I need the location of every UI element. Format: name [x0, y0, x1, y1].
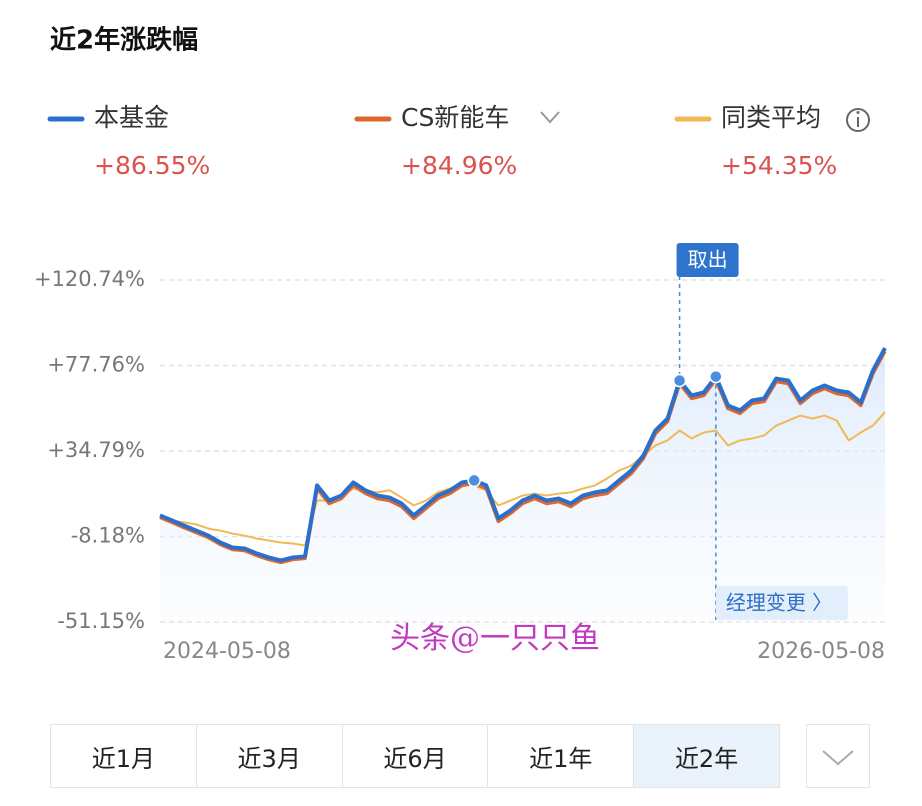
info-icon[interactable] — [846, 108, 870, 132]
y-tick-label: +120.74% — [34, 267, 145, 291]
event-dot — [672, 373, 687, 388]
more-button[interactable] — [806, 724, 870, 788]
range-button[interactable]: 近2年 — [634, 725, 779, 787]
area-fill — [160, 348, 885, 622]
annotation-box — [715, 586, 848, 620]
x-tick-label: 2024-05-08 — [163, 639, 291, 664]
event-dot — [709, 369, 723, 384]
legend-label: 同类平均 — [721, 103, 821, 132]
annotation-label: 取出 — [688, 248, 728, 272]
annotation-label: 经理变更 〉 — [726, 591, 832, 615]
chart-title: 近2年涨跌幅 — [50, 25, 198, 56]
y-tick-label: -8.18% — [71, 524, 145, 548]
annotation-box — [676, 243, 739, 277]
chart: 近2年涨跌幅 本基金 +86.55% CS新能车 +84.96% 同类平均 +54.35%… — [34, 25, 887, 664]
event-dot — [467, 473, 481, 488]
legend-value: +54.35% — [721, 151, 837, 180]
y-tick-label: +34.79% — [47, 438, 145, 462]
more-icon — [822, 750, 854, 766]
range-button[interactable]: 近6月 — [343, 725, 489, 787]
y-tick-label: -51.15% — [57, 609, 145, 633]
range-button[interactable]: 近1月 — [51, 725, 197, 787]
x-tick-label: 2026-05-08 — [757, 639, 885, 664]
legend-label: 本基金 — [94, 103, 169, 132]
range-selector: 近1月 近3月 近6月 近1年 近2年 — [50, 724, 780, 788]
series-line — [159, 347, 887, 563]
legend-label: CS新能车 — [401, 103, 509, 132]
legend-value: +84.96% — [401, 151, 517, 180]
dropdown-icon[interactable] — [540, 111, 560, 124]
range-button[interactable]: 近3月 — [197, 725, 343, 787]
legend-value: +86.55% — [94, 151, 210, 180]
info-icon-dot — [856, 111, 860, 114]
y-tick-label: +77.76% — [47, 353, 145, 377]
range-button[interactable]: 近1年 — [488, 725, 635, 787]
watermark: 头条@一只只鱼 — [390, 621, 600, 656]
series-line — [159, 411, 886, 547]
